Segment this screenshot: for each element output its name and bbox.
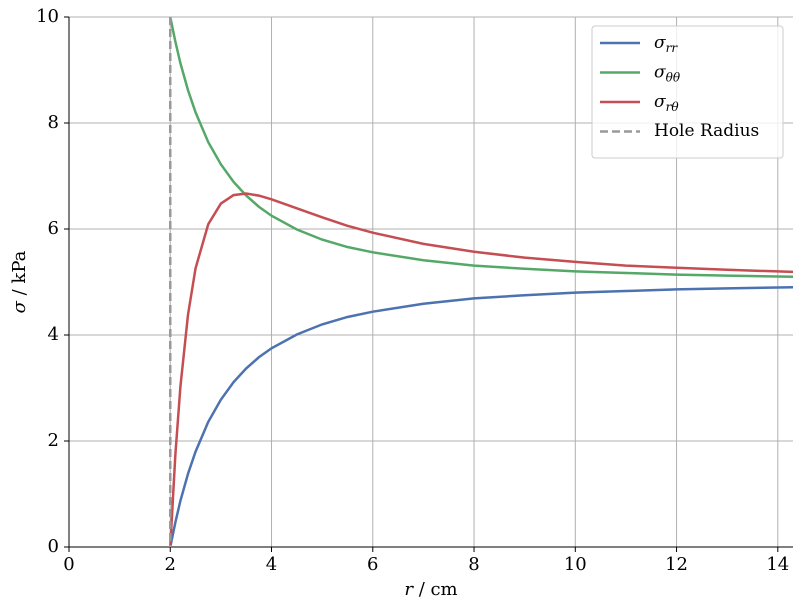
x-tick-label: 0 (63, 554, 74, 575)
y-axis-label: σ / kPa (9, 250, 30, 313)
line (169, 286, 794, 548)
legend-label: σθθ (654, 62, 681, 84)
legend-label: Hole Radius (654, 121, 759, 141)
legend: σrr σθθ σrθ Hole Radius (591, 25, 784, 159)
x-tick-label: 12 (665, 554, 688, 575)
y-tick-label: 0 (48, 536, 59, 557)
legend-label: σrr (654, 33, 678, 55)
x-axis-label: r / cm (404, 579, 457, 600)
y-tick-label: 4 (48, 324, 59, 345)
y-tick-label: 6 (48, 218, 59, 239)
x-tick-label: 4 (266, 554, 277, 575)
y-tick-label: 2 (48, 430, 59, 451)
x-tick-label: 6 (367, 554, 378, 575)
legend-box (591, 25, 784, 159)
x-tick-label: 8 (468, 554, 479, 575)
y-tick-label: 10 (36, 6, 59, 27)
x-tick-label: 2 (165, 554, 176, 575)
x-tick-label: 14 (766, 554, 789, 575)
x-tick-label: 10 (564, 554, 587, 575)
line (169, 16, 794, 278)
legend-label: σrθ (654, 92, 679, 114)
line (169, 192, 794, 548)
y-tick-label: 8 (48, 112, 59, 133)
